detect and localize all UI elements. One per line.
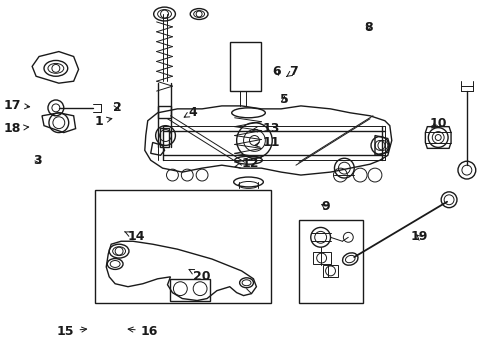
Text: 5: 5 [279, 94, 288, 107]
Text: 6: 6 [272, 65, 281, 78]
Bar [157, 106, 171, 118]
Text: 13: 13 [252, 122, 280, 135]
Text: 15: 15 [57, 325, 86, 338]
Bar [170, 279, 209, 301]
Text: 10: 10 [429, 117, 446, 130]
Bar [322, 265, 338, 277]
Text: 9: 9 [320, 200, 329, 213]
Bar [95, 190, 271, 303]
Text: 8: 8 [364, 21, 372, 33]
Text: 14: 14 [124, 230, 145, 243]
Text: 19: 19 [409, 230, 427, 243]
Text: 11: 11 [254, 136, 280, 149]
Text: 1: 1 [95, 115, 112, 128]
Text: 17: 17 [4, 99, 30, 112]
Text: 2: 2 [113, 100, 122, 114]
Text: 4: 4 [184, 106, 197, 119]
Text: 12: 12 [235, 157, 258, 171]
Text: 3: 3 [33, 154, 42, 167]
Text: 16: 16 [128, 325, 158, 338]
Bar [312, 252, 330, 264]
Text: 18: 18 [4, 122, 29, 135]
Text: 20: 20 [189, 269, 210, 283]
Text: 7: 7 [286, 65, 298, 78]
Bar [159, 128, 169, 147]
Bar [298, 220, 363, 303]
Bar [229, 42, 261, 91]
